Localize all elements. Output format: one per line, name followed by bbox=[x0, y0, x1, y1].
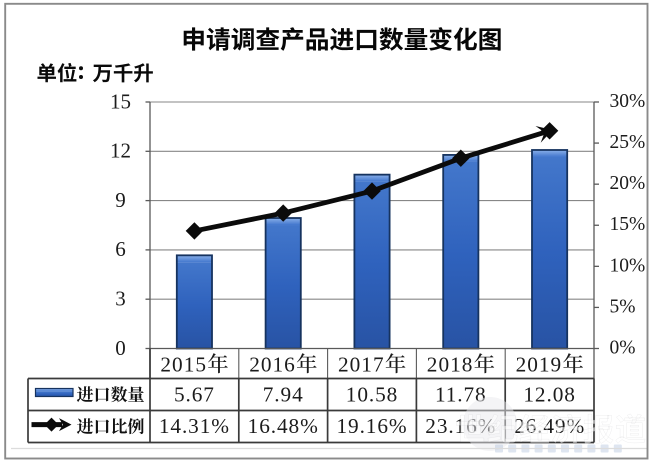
svg-text:9: 9 bbox=[115, 188, 126, 212]
svg-text:6: 6 bbox=[115, 237, 126, 261]
svg-text:0%: 0% bbox=[610, 338, 636, 359]
svg-text:2019: 2019 bbox=[516, 353, 563, 377]
svg-text:25%: 25% bbox=[610, 132, 646, 153]
svg-text:5.67: 5.67 bbox=[174, 382, 215, 406]
svg-text:15: 15 bbox=[110, 89, 131, 113]
svg-text:12.08: 12.08 bbox=[523, 382, 575, 406]
svg-text:10%: 10% bbox=[610, 255, 646, 276]
svg-text:15%: 15% bbox=[610, 214, 646, 235]
svg-text:14.31%: 14.31% bbox=[159, 414, 230, 438]
svg-text:0: 0 bbox=[115, 336, 126, 360]
svg-text:2017: 2017 bbox=[338, 353, 385, 377]
svg-text:16.48%: 16.48% bbox=[248, 414, 319, 438]
svg-text:19.16%: 19.16% bbox=[336, 414, 407, 438]
svg-text:20%: 20% bbox=[610, 173, 646, 194]
svg-text:3: 3 bbox=[115, 287, 126, 311]
svg-text:5%: 5% bbox=[610, 296, 636, 317]
svg-text:7.94: 7.94 bbox=[263, 382, 304, 406]
svg-text:12: 12 bbox=[110, 139, 131, 163]
svg-text:2016: 2016 bbox=[249, 353, 296, 377]
svg-text:2015: 2015 bbox=[160, 353, 207, 377]
svg-text:30%: 30% bbox=[610, 91, 646, 112]
svg-text:10.58: 10.58 bbox=[346, 382, 398, 406]
svg-text:2018: 2018 bbox=[427, 353, 474, 377]
